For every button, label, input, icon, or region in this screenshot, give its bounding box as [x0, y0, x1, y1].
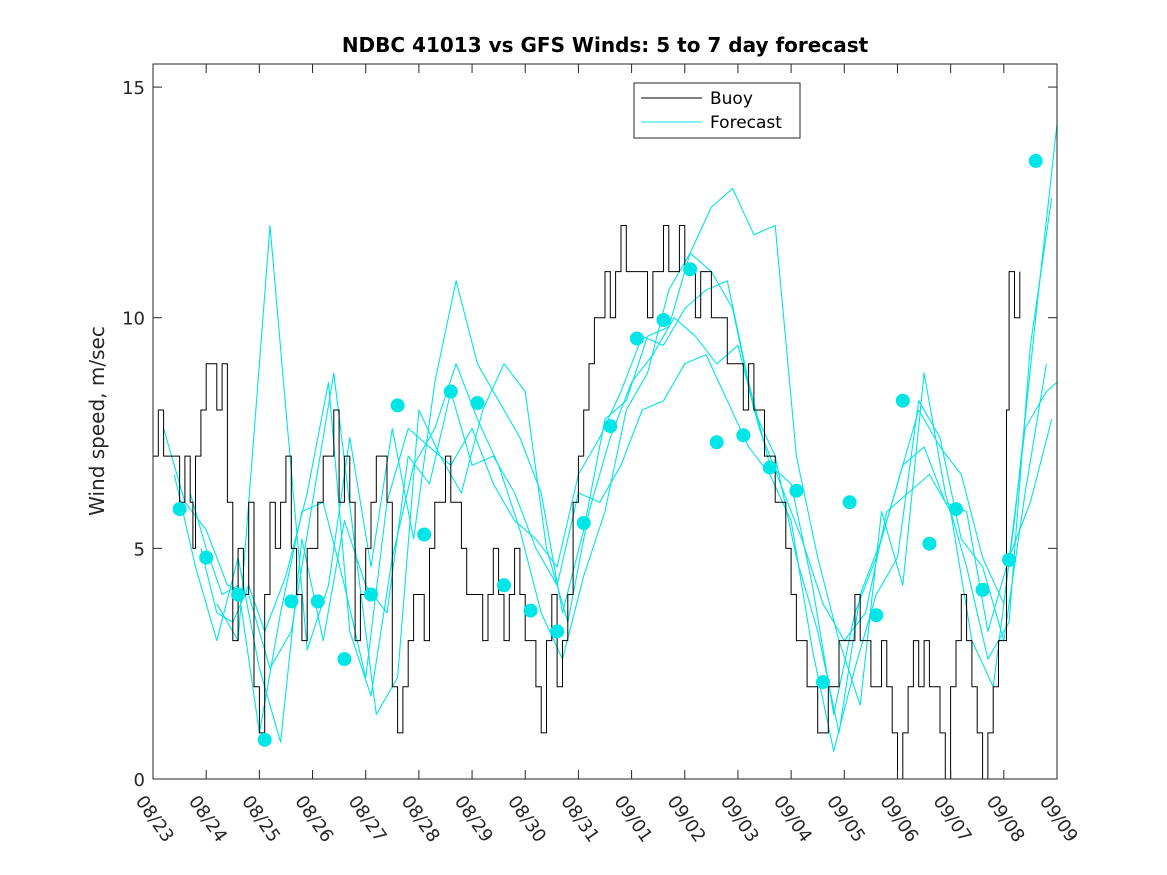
forecast-marker	[949, 502, 963, 517]
forecast-marker	[762, 460, 777, 475]
forecast-marker	[231, 587, 246, 602]
forecast-line-5	[173, 354, 1047, 752]
forecast-marker	[842, 495, 857, 510]
forecast-markers	[172, 153, 1043, 747]
forecast-marker	[550, 624, 565, 639]
forecast-marker	[683, 262, 698, 277]
forecast-marker	[895, 393, 910, 408]
forecast-marker	[975, 582, 990, 597]
forecast-line-3	[216, 187, 1053, 706]
legend-buoy-label: Buoy	[710, 89, 753, 109]
forecast-marker	[922, 536, 937, 551]
forecast-marker	[523, 603, 538, 618]
y-tick-label: 0	[134, 770, 145, 791]
forecast-marker	[497, 578, 511, 593]
y-tick-label: 10	[122, 309, 145, 330]
axes-box	[152, 63, 1058, 780]
forecast-marker	[172, 502, 187, 517]
forecast-marker	[257, 732, 272, 747]
forecast-line-4	[163, 123, 1058, 715]
y-tick-label: 5	[134, 539, 145, 560]
forecast-marker	[199, 550, 214, 565]
forecast-marker	[417, 527, 432, 542]
forecast-line-2	[200, 252, 1053, 734]
forecast-marker	[443, 384, 458, 399]
chart-title: NDBC 41013 vs GFS Winds: 5 to 7 day fore…	[342, 33, 869, 57]
forecast-marker	[284, 594, 299, 609]
forecast-marker	[736, 428, 751, 443]
y-tick-label: 15	[122, 78, 145, 99]
legend-forecast-label: Forecast	[710, 113, 782, 133]
forecast-marker	[337, 652, 352, 667]
forecast-marker	[390, 398, 405, 413]
y-axis-label: Wind speed, m/sec	[85, 326, 109, 516]
forecast-marker	[576, 516, 591, 530]
y-axis: 0 5 10 15	[122, 78, 1057, 791]
forecast-marker	[709, 435, 724, 450]
forecast-marker	[656, 313, 671, 327]
forecast-marker	[603, 419, 618, 434]
legend: Buoy Forecast	[633, 82, 801, 139]
forecast-marker	[470, 396, 485, 410]
plot-area: 08/23 08/24 08/25 08/26 08/27 08/28 08/29 08/30…	[122, 63, 1082, 846]
forecast-marker	[310, 594, 325, 609]
buoy-series	[153, 225, 1021, 780]
forecast-marker	[1002, 552, 1017, 567]
forecast-marker	[629, 331, 644, 346]
forecast-marker	[869, 608, 884, 623]
forecast-marker	[789, 483, 804, 498]
forecast-marker	[364, 587, 378, 602]
forecast-marker	[816, 675, 830, 690]
legend-box	[633, 82, 801, 139]
forecast-marker	[1028, 153, 1043, 168]
buoy-line	[153, 225, 1021, 780]
